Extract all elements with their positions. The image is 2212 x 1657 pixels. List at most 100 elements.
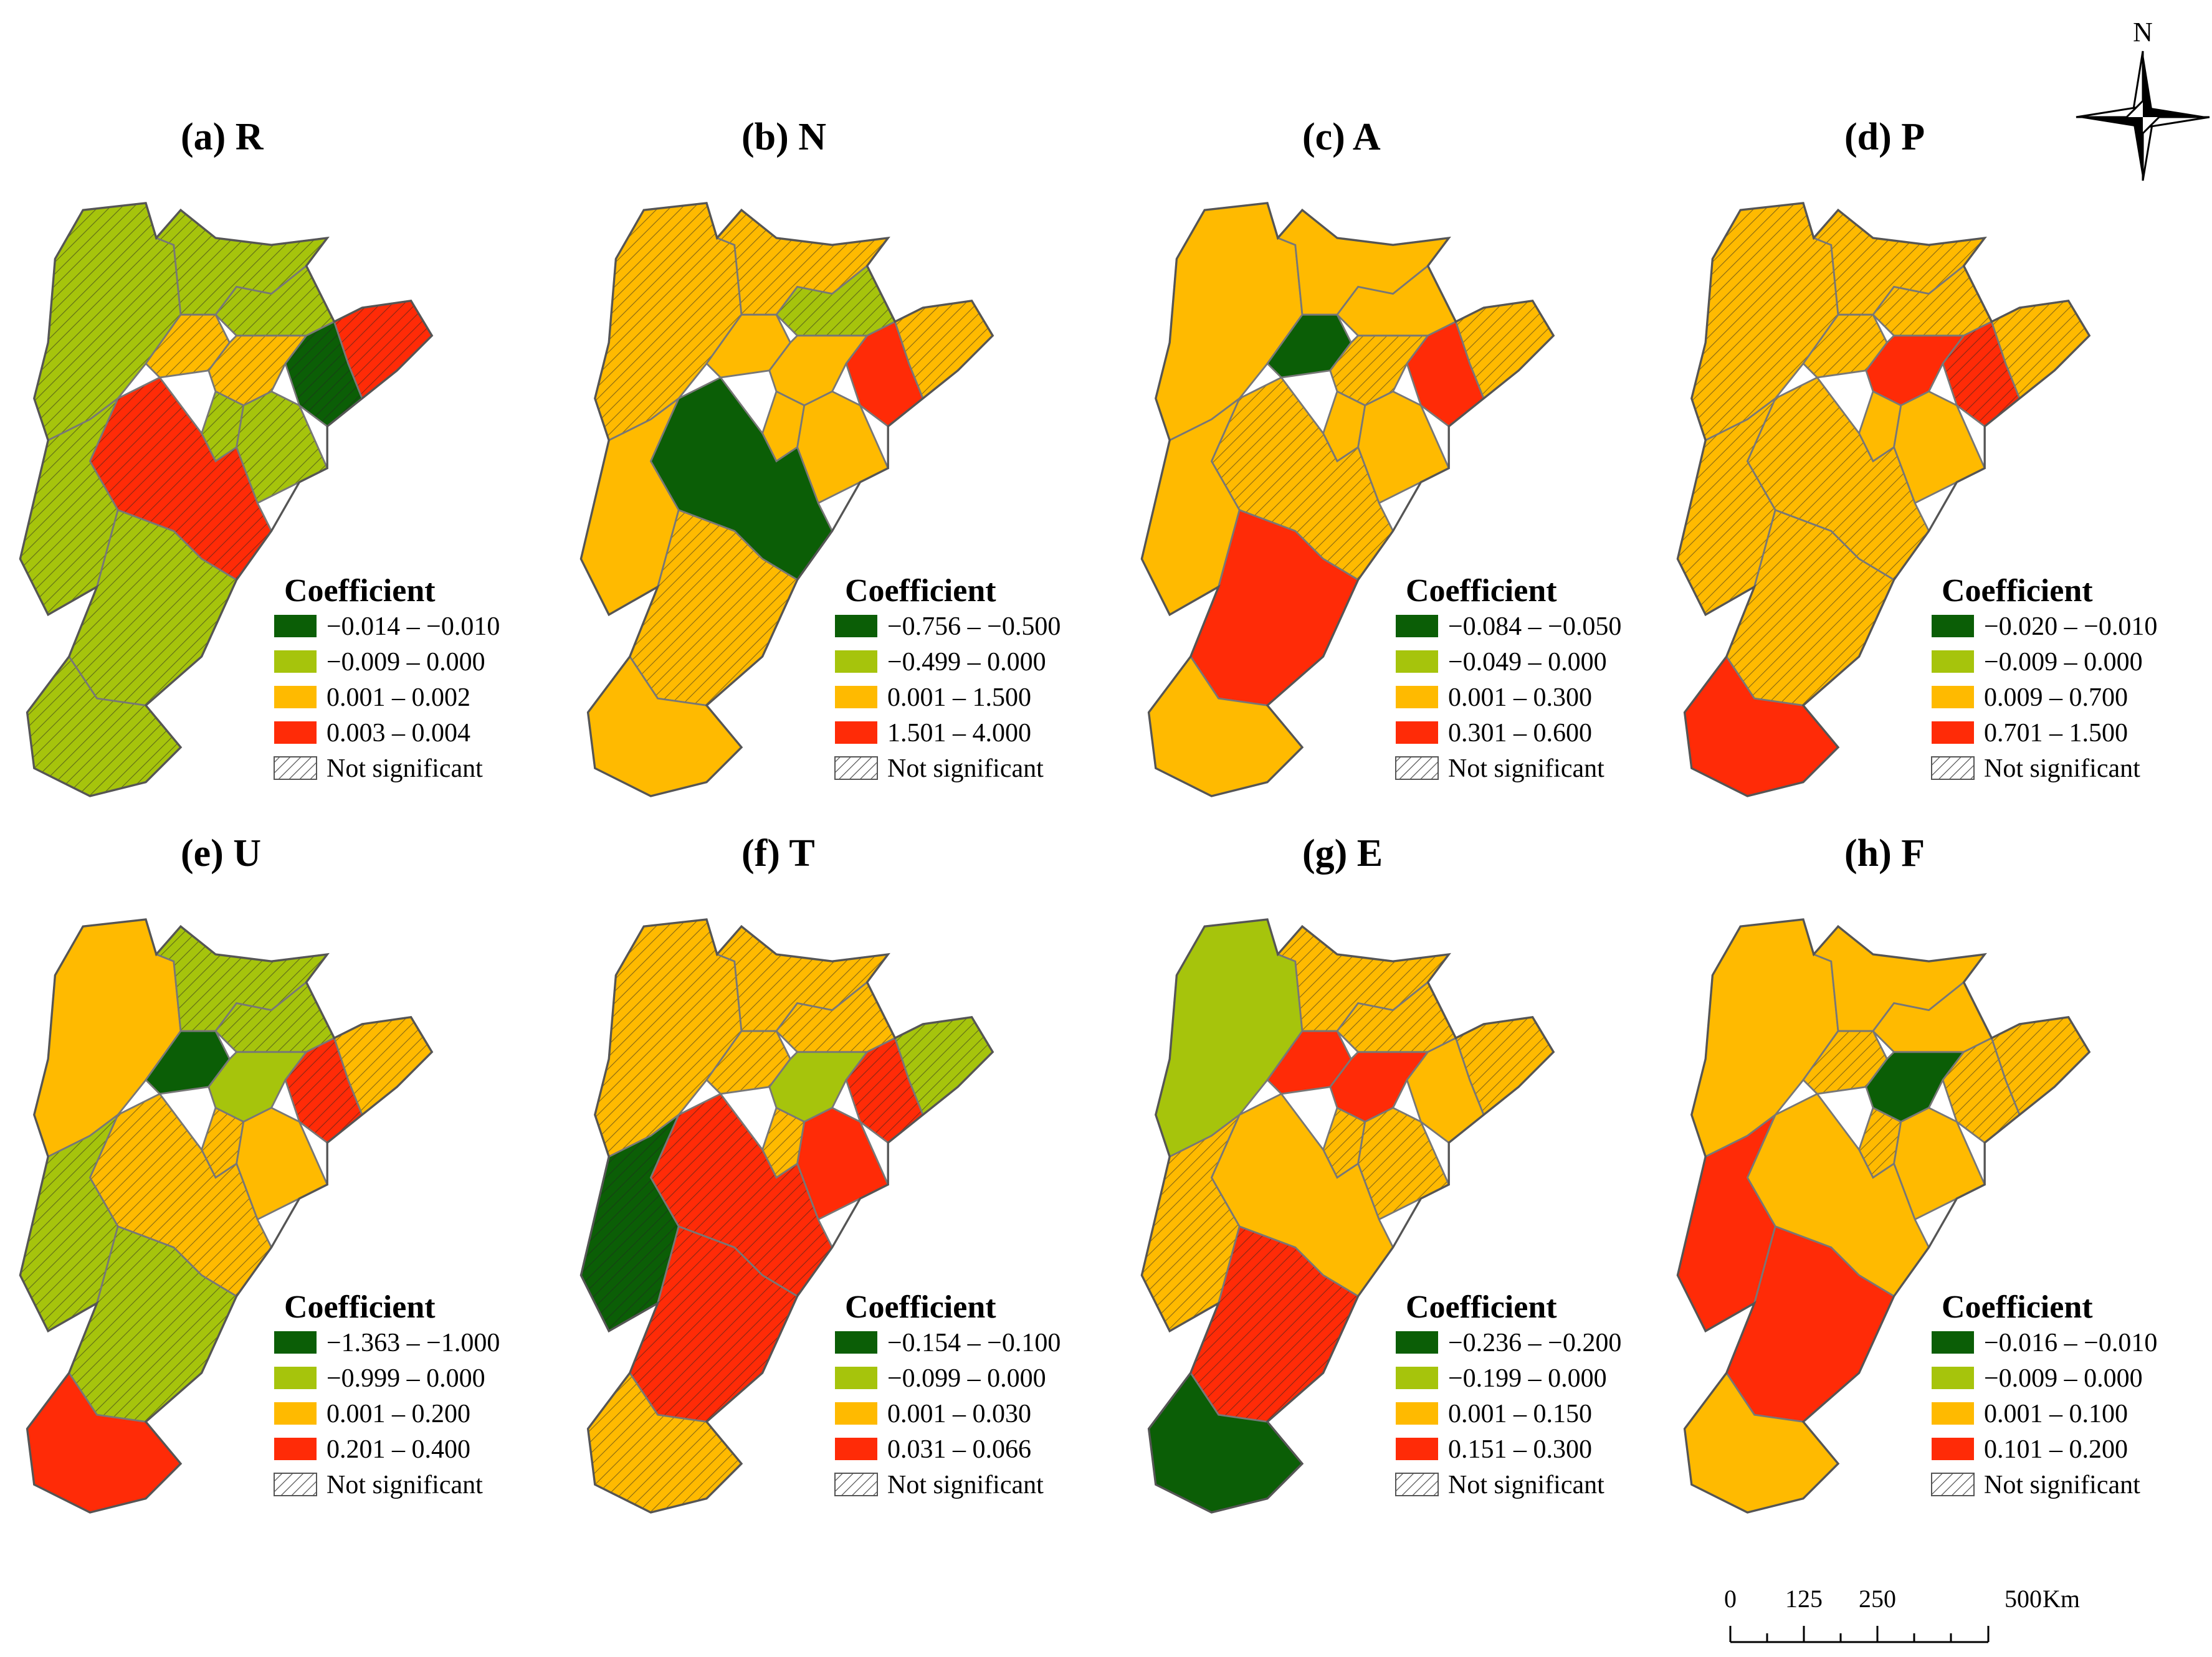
legend-f: Coefficient −0.154 – −0.100 −0.099 – 0.000… [834,1289,1061,1499]
legend-swatch-1 [274,1331,317,1354]
legend-swatch-2 [274,1367,317,1389]
legend-title: Coefficient [1406,1289,1557,1325]
map-panel-b: (b) N Coefficient −0.756 – −0.500 −0.499 – … [579,116,1061,797]
legend-swatch-1 [1932,1331,1974,1354]
scale-bar: 0 125 250 500 Km [1724,1585,2080,1643]
legend-swatch-not-significant [834,756,878,780]
legend-swatch-not-significant [1931,756,1975,780]
choropleth-map-f [579,918,994,1514]
legend-title: Coefficient [284,573,436,609]
legend-h: Coefficient −0.016 – −0.010 −0.009 – 0.000… [1931,1289,2157,1499]
legend-swatch-2 [835,650,877,673]
region-9 [1357,1106,1451,1221]
region-9 [1357,390,1451,505]
legend-label-3: 0.001 – 1.500 [887,683,1031,712]
legend-title: Coefficient [1406,573,1557,609]
legend-swatch-3 [835,1402,877,1425]
legend-label-1: −0.016 – −0.010 [1984,1329,2157,1357]
legend-label-2: −0.199 – 0.000 [1448,1364,1607,1393]
legend-swatch-2 [1396,1367,1438,1389]
legend-swatch-4 [1932,721,1974,744]
legend-label-3: 0.009 – 0.700 [1984,683,2128,712]
legend-title: Coefficient [845,573,996,609]
legend-label-3: 0.001 – 0.300 [1448,683,1592,712]
legend-swatch-3 [835,686,877,708]
legend-label-2: −0.009 – 0.000 [327,648,485,677]
legend-swatch-4 [835,1438,877,1460]
legend-label-2: −0.009 – 0.000 [1984,648,2143,677]
legend-b: Coefficient −0.756 – −0.500 −0.499 – 0.000… [834,573,1061,783]
legend-label-3: 0.001 – 0.100 [1984,1400,2128,1428]
legend-label-not-significant: Not significant [1448,754,1604,783]
choropleth-map-d [1676,202,2091,797]
legend-label-not-significant: Not significant [1984,1471,2140,1499]
panel-title-f: (f) T [741,832,815,875]
scale-label-250: 250 [1859,1585,1896,1613]
legend-swatch-1 [274,615,317,637]
scale-ruler [1729,1626,1990,1643]
panel-title-a: (a) R [181,116,264,158]
legend-label-2: −0.049 – 0.000 [1448,648,1607,677]
map-outline [579,918,994,1514]
scale-label-0: 0 [1724,1585,1737,1613]
choropleth-map-c [1140,202,1555,797]
legend-swatch-not-significant [834,1473,878,1496]
legend-label-not-significant: Not significant [1984,754,2140,783]
map-outline [19,918,434,1514]
legend-title: Coefficient [1942,573,2093,609]
legend-swatch-3 [1396,686,1438,708]
legend-swatch-3 [1932,1402,1974,1425]
legend-swatch-1 [1396,615,1438,637]
map-panel-e: (e) U Coefficient −1.363 – −1.000 −0.999 – … [19,832,500,1514]
legend-swatch-3 [274,686,317,708]
legend-e: Coefficient −1.363 – −1.000 −0.999 – 0.000… [274,1289,500,1499]
north-label: N [2133,17,2153,47]
legend-label-3: 0.001 – 0.200 [327,1400,470,1428]
legend-label-1: −0.020 – −0.010 [1984,612,2157,641]
legend-label-1: −1.363 – −1.000 [327,1329,500,1357]
legend-label-1: −0.154 – −0.100 [887,1329,1061,1357]
legend-label-not-significant: Not significant [327,1471,483,1499]
legend-swatch-4 [1396,721,1438,744]
legend-label-4: 0.003 – 0.004 [327,719,470,748]
legend-label-not-significant: Not significant [887,754,1044,783]
legend-label-3: 0.001 – 0.002 [327,683,470,712]
panel-title-h: (h) F [1844,832,1925,875]
region-9 [236,1106,329,1221]
legend-g: Coefficient −0.236 – −0.200 −0.199 – 0.000… [1395,1289,1621,1499]
legend-label-2: −0.009 – 0.000 [1984,1364,2143,1393]
choropleth-map-b [579,202,994,797]
legend-label-2: −0.099 – 0.000 [887,1364,1046,1393]
legend-swatch-1 [1932,615,1974,637]
region-9 [1893,1106,1986,1221]
legend-c: Coefficient −0.084 – −0.050 −0.049 – 0.000… [1395,573,1621,783]
legend-label-4: 0.101 – 0.200 [1984,1435,2128,1464]
legend-swatch-not-significant [274,756,317,780]
legend-swatch-3 [274,1402,317,1425]
legend-title: Coefficient [284,1289,436,1325]
legend-label-1: −0.014 – −0.010 [327,612,500,641]
legend-label-not-significant: Not significant [327,754,483,783]
region-9 [1893,390,1986,505]
legend-swatch-2 [1932,650,1974,673]
region-9 [796,390,890,505]
legend-swatch-2 [1396,650,1438,673]
map-panel-g: (g) E Coefficient −0.236 – −0.200 −0.199 – … [1140,832,1621,1514]
legend-swatch-4 [1932,1438,1974,1460]
legend-swatch-4 [274,721,317,744]
choropleth-map-h [1676,918,2091,1514]
legend-swatch-1 [1396,1331,1438,1354]
legend-label-4: 0.201 – 0.400 [327,1435,470,1464]
map-outline [1676,918,2091,1514]
map-outline [579,202,994,797]
map-outline [1140,918,1555,1514]
panels-layer: (a) R Coefficient −0.014 – −0.010 −0.009 – … [19,116,2157,1514]
legend-swatch-not-significant [1931,1473,1975,1496]
choropleth-map-e [19,918,434,1514]
panel-title-d: (d) P [1844,116,1925,158]
map-outline [19,202,434,797]
legend-swatch-not-significant [1395,756,1439,780]
legend-label-1: −0.236 – −0.200 [1448,1329,1621,1357]
legend-swatch-2 [835,1367,877,1389]
